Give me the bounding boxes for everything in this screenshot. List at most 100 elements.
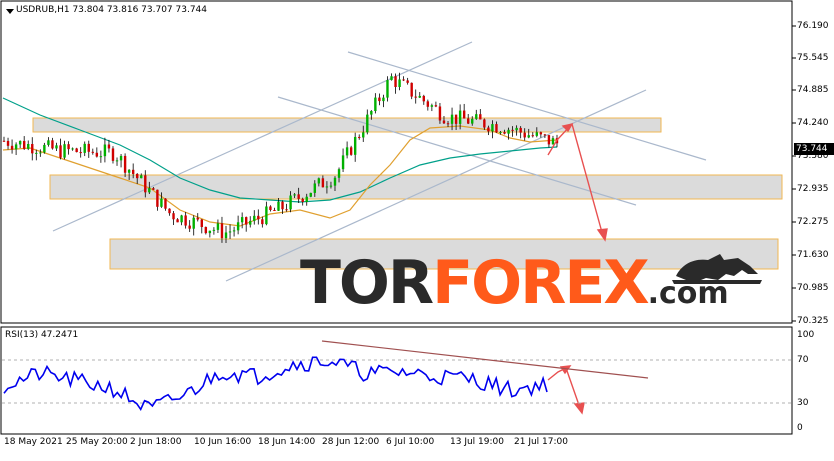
candle-body <box>353 136 357 155</box>
candle-body <box>51 140 54 149</box>
candle-body <box>398 79 401 88</box>
candle-body <box>148 188 151 193</box>
candle-body <box>27 143 30 149</box>
candle-body <box>471 118 474 124</box>
rsi-tick-70: 70 <box>797 355 809 365</box>
rsi-trendline[interactable] <box>321 340 649 379</box>
rsi-panel-border <box>0 326 793 435</box>
candle-body <box>184 215 187 226</box>
candle-body <box>224 232 228 239</box>
candle-body <box>341 155 345 170</box>
candle-body <box>228 231 232 233</box>
price-tick-5: 73.580 <box>797 151 829 161</box>
candle-body <box>446 123 450 125</box>
candle-body <box>273 210 276 212</box>
candle-body <box>495 124 498 133</box>
candle-body <box>479 114 482 120</box>
trend-channels[interactable] <box>52 41 707 282</box>
candle-body <box>87 143 90 152</box>
candle-body <box>535 132 539 136</box>
candle-body <box>301 198 304 203</box>
price-tick-9: 70.985 <box>797 283 829 293</box>
candle-body <box>67 144 70 150</box>
candle-body <box>390 76 393 81</box>
time-tick-8: 13 Jul 19:00 <box>450 437 504 447</box>
candle-body <box>374 97 377 112</box>
candle-body <box>475 114 478 119</box>
time-tick-3: 2 Jun 18:00 <box>130 437 182 447</box>
candle-body <box>95 152 99 157</box>
candle-body <box>196 217 199 220</box>
candle-body <box>216 223 220 230</box>
candle-body <box>503 132 506 134</box>
candle-body <box>265 206 268 225</box>
time-tick-2: 25 May 20:00 <box>66 437 128 447</box>
candle-body <box>487 127 490 132</box>
slow-ma-line <box>2 97 558 203</box>
candle-body <box>192 217 195 229</box>
candle-body <box>293 194 296 196</box>
price-tick-6: 72.935 <box>797 184 829 194</box>
time-tick-6: 28 Jun 12:00 <box>322 437 380 447</box>
watermark: TORFOREX.com <box>300 248 729 318</box>
candle-body <box>507 129 510 134</box>
candle-body <box>164 198 167 209</box>
candle-body <box>366 114 369 133</box>
candle-body <box>515 127 518 131</box>
candle-body <box>333 177 337 186</box>
candle-body <box>59 145 62 158</box>
candle-body <box>79 152 82 154</box>
watermark-com: .com <box>647 276 729 311</box>
candle-body <box>168 208 171 214</box>
candle-body <box>551 138 555 145</box>
candle-body <box>115 160 119 162</box>
candle-body <box>172 213 175 220</box>
candle-body <box>414 96 417 98</box>
candle-body <box>305 196 308 203</box>
candle-body <box>55 145 58 149</box>
candle-body <box>103 144 107 157</box>
candle-body <box>10 145 14 150</box>
candle-body <box>378 97 381 102</box>
candle-body <box>99 156 103 158</box>
candle-body <box>321 178 325 188</box>
candle-body <box>107 144 111 149</box>
rsi-tick-100: 100 <box>797 330 815 340</box>
candle-body <box>152 188 155 190</box>
candle-body <box>156 189 159 207</box>
time-tick-1: 18 May 2021 <box>4 437 63 447</box>
candle-body <box>63 144 66 158</box>
candle-body <box>43 144 46 153</box>
fast-ma-line <box>2 125 558 227</box>
candle-body <box>240 217 244 223</box>
candle-body <box>232 230 236 232</box>
price-tick-1: 76.190 <box>797 21 829 31</box>
candle-body <box>499 132 502 134</box>
candle-body <box>236 222 240 231</box>
candle-body <box>313 183 317 193</box>
price-tick-4: 74.240 <box>797 118 829 128</box>
candle-body <box>337 169 341 178</box>
candle-body <box>111 148 115 161</box>
candle-body <box>345 147 349 156</box>
candle-body <box>123 155 127 173</box>
candle-body <box>136 173 139 179</box>
candle-body <box>418 95 421 98</box>
candle-body <box>22 140 26 149</box>
candle-body <box>483 119 486 128</box>
candle-body <box>349 147 353 155</box>
candle-body <box>220 223 224 239</box>
candle-body <box>244 217 248 225</box>
candle-body <box>2 140 6 142</box>
support-zone[interactable] <box>109 238 779 270</box>
triangle-down-icon[interactable] <box>6 9 14 14</box>
time-tick-5: 18 Jun 14:00 <box>258 437 316 447</box>
candle-body <box>75 148 78 153</box>
candle-body <box>309 192 312 197</box>
candle-body <box>370 111 373 115</box>
price-candles[interactable] <box>2 72 559 244</box>
candle-body <box>71 148 74 150</box>
price-tick-10: 70.325 <box>797 316 829 326</box>
